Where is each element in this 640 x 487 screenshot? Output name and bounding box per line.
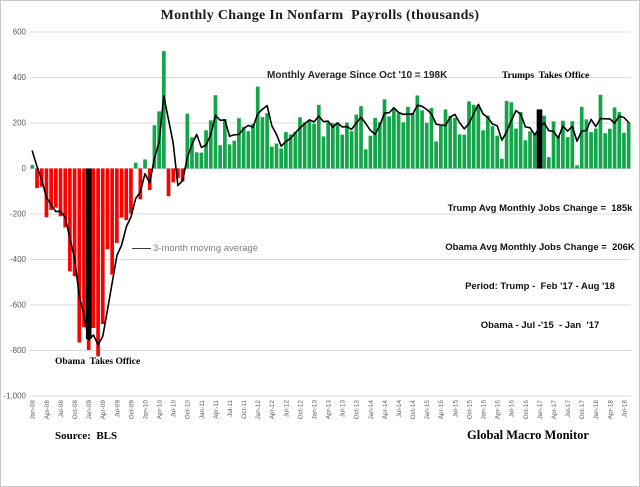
svg-text:Jul-12: Jul-12 bbox=[283, 400, 290, 418]
svg-text:Jan-18: Jan-18 bbox=[593, 400, 600, 420]
obama-takes-office-label: Obama Takes Office bbox=[55, 357, 141, 367]
svg-text:Oct-08: Oct-08 bbox=[72, 400, 79, 420]
svg-text:Oct-11: Oct-11 bbox=[241, 400, 248, 419]
svg-text:Jan-16: Jan-16 bbox=[481, 400, 488, 420]
svg-text:200: 200 bbox=[13, 119, 27, 128]
moving-average-legend: 3-month moving average bbox=[132, 242, 258, 254]
svg-text:Apr-14: Apr-14 bbox=[382, 400, 389, 420]
svg-text:Apr-11: Apr-11 bbox=[213, 400, 220, 419]
chart-title: Monthly Change In Nonfarm Payrolls (thou… bbox=[160, 8, 480, 23]
monthly-average-annotation: Monthly Average Since Oct '10 = 198K bbox=[267, 70, 448, 81]
stats-line-period-trump: Period: Trump - Feb '17 - Aug '18 bbox=[465, 281, 615, 292]
svg-text:Jul-11: Jul-11 bbox=[227, 400, 234, 417]
svg-text:Apr-10: Apr-10 bbox=[157, 400, 164, 420]
stats-line-obama-avg: Obama Avg Monthly Jobs Change = 206K bbox=[445, 242, 635, 253]
stats-line-period-obama: Obama - Jul -'15 - Jan '17 bbox=[480, 320, 600, 331]
svg-text:Apr-13: Apr-13 bbox=[326, 400, 333, 420]
svg-text:Apr-12: Apr-12 bbox=[269, 400, 276, 420]
svg-text:Oct-17: Oct-17 bbox=[579, 400, 586, 420]
svg-text:-1,000: -1,000 bbox=[3, 392, 26, 401]
svg-text:Oct-09: Oct-09 bbox=[128, 400, 135, 420]
svg-text:Oct-16: Oct-16 bbox=[523, 400, 530, 420]
moving-average-line-swatch bbox=[132, 247, 151, 249]
svg-text:Jan-08: Jan-08 bbox=[30, 400, 37, 420]
svg-text:Jan-10: Jan-10 bbox=[142, 400, 149, 420]
svg-text:Jul-18: Jul-18 bbox=[621, 400, 628, 418]
svg-text:Jan-11: Jan-11 bbox=[199, 400, 206, 420]
svg-text:Jan-17: Jan-17 bbox=[537, 400, 544, 420]
svg-text:0: 0 bbox=[22, 164, 27, 173]
svg-text:Apr-18: Apr-18 bbox=[607, 400, 614, 420]
svg-text:-600: -600 bbox=[10, 301, 27, 310]
source-label: Source: BLS bbox=[55, 430, 118, 442]
moving-average-legend-label: 3-month moving average bbox=[153, 242, 259, 254]
svg-text:Apr-08: Apr-08 bbox=[44, 400, 51, 420]
svg-text:Jul-08: Jul-08 bbox=[58, 400, 65, 418]
svg-text:Oct-12: Oct-12 bbox=[297, 400, 304, 420]
svg-text:-400: -400 bbox=[10, 255, 27, 264]
svg-text:Jan-15: Jan-15 bbox=[424, 400, 431, 420]
svg-text:Jul-15: Jul-15 bbox=[452, 400, 459, 418]
svg-text:600: 600 bbox=[13, 28, 27, 37]
svg-text:Jul-14: Jul-14 bbox=[396, 400, 403, 418]
svg-text:Jan-13: Jan-13 bbox=[312, 400, 319, 420]
svg-text:Apr-17: Apr-17 bbox=[551, 400, 558, 420]
stats-line-trump-avg: Trump Avg Monthly Jobs Change = 185k bbox=[447, 203, 633, 214]
trump-takes-office-label: Trumps Takes Office bbox=[502, 71, 590, 81]
brand-label: Global Macro Monitor bbox=[467, 428, 589, 442]
svg-text:Oct-13: Oct-13 bbox=[354, 400, 361, 420]
svg-text:Jan-09: Jan-09 bbox=[86, 400, 93, 420]
svg-text:Jul-16: Jul-16 bbox=[509, 400, 516, 418]
svg-text:Jul-17: Jul-17 bbox=[565, 400, 572, 418]
svg-text:Oct-15: Oct-15 bbox=[466, 400, 473, 420]
jobs-change-stats-block: Trump Avg Monthly Jobs Change = 185k Oba… bbox=[442, 176, 638, 358]
svg-text:Apr-09: Apr-09 bbox=[100, 400, 107, 420]
svg-text:Jan-14: Jan-14 bbox=[368, 400, 375, 420]
svg-text:Jul-13: Jul-13 bbox=[340, 400, 347, 418]
svg-text:Apr-16: Apr-16 bbox=[495, 400, 502, 420]
svg-text:Jan-12: Jan-12 bbox=[255, 400, 262, 420]
svg-text:Apr-15: Apr-15 bbox=[438, 400, 445, 420]
svg-text:400: 400 bbox=[13, 73, 27, 82]
svg-text:Jul-10: Jul-10 bbox=[171, 400, 178, 418]
svg-text:Oct-14: Oct-14 bbox=[410, 400, 417, 420]
svg-text:-200: -200 bbox=[10, 210, 27, 219]
svg-text:-800: -800 bbox=[10, 346, 27, 355]
svg-text:Jul-09: Jul-09 bbox=[114, 400, 121, 418]
svg-text:Oct-10: Oct-10 bbox=[185, 400, 192, 420]
